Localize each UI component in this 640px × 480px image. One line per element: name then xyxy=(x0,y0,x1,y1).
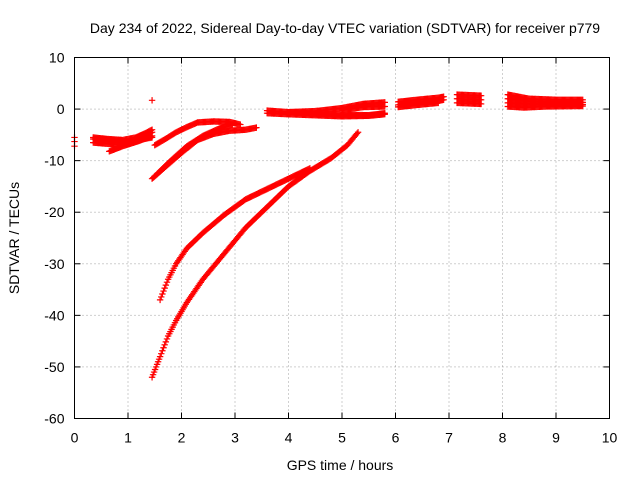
x-tick-label: 9 xyxy=(552,430,560,446)
data-point xyxy=(162,338,170,346)
data-point xyxy=(158,350,165,357)
data-series-segment xyxy=(106,132,156,155)
data-series-segment xyxy=(156,165,314,304)
x-tick-label: 1 xyxy=(124,430,132,446)
x-tick-label: 2 xyxy=(178,430,186,446)
data-point xyxy=(381,111,388,118)
data-series-segment xyxy=(338,103,388,114)
x-tick-label: 0 xyxy=(71,430,79,446)
y-tick-label: -60 xyxy=(44,411,64,427)
data-series-segment xyxy=(453,99,485,108)
y-tick-label: -40 xyxy=(44,307,64,323)
chart-title: Day 234 of 2022, Sidereal Day-to-day VTE… xyxy=(90,20,600,36)
data-points xyxy=(71,91,586,381)
data-point xyxy=(579,102,586,110)
data-series-segment xyxy=(394,99,442,111)
data-point xyxy=(159,347,166,354)
data-point xyxy=(148,97,156,104)
y-tick-label: 0 xyxy=(57,101,65,117)
y-tick-label: -10 xyxy=(44,153,64,169)
data-point xyxy=(435,99,442,107)
y-tick-label: -30 xyxy=(44,256,64,272)
data-point xyxy=(163,335,171,343)
data-point xyxy=(162,281,170,289)
data-series-segment xyxy=(148,129,362,381)
x-tick-label: 10 xyxy=(602,430,618,446)
y-tick-label: -20 xyxy=(44,204,64,220)
data-point xyxy=(354,129,362,136)
data-point xyxy=(156,296,164,304)
data-point xyxy=(163,279,171,286)
data-series-segment xyxy=(154,121,236,177)
y-axis-label: SDTVAR / TECUs xyxy=(6,182,22,294)
data-point xyxy=(161,284,168,292)
x-tick-label: 8 xyxy=(499,430,507,446)
data-point xyxy=(161,341,168,349)
data-point xyxy=(477,100,485,108)
x-tick-label: 3 xyxy=(231,430,239,446)
data-series-segment xyxy=(504,102,586,111)
data-point xyxy=(237,121,244,128)
data-series-segment xyxy=(151,118,244,149)
data-point xyxy=(159,290,166,298)
data-point xyxy=(148,132,156,140)
data-point xyxy=(156,353,164,360)
plot-frame xyxy=(74,57,610,419)
data-point xyxy=(253,124,260,131)
y-tick-label: 10 xyxy=(49,50,65,66)
x-tick-label: 4 xyxy=(285,430,293,446)
x-tick-label: 7 xyxy=(445,430,453,446)
y-tick-label: -50 xyxy=(44,359,64,375)
data-point xyxy=(160,344,167,351)
data-point xyxy=(229,121,236,128)
y-axis-ticks: 10 0 -10 -20 -30 -40 -50 -60 xyxy=(44,50,610,427)
x-axis-label: GPS time / hours xyxy=(287,457,394,473)
data-point xyxy=(160,287,167,295)
data-point xyxy=(158,293,165,301)
data-point xyxy=(381,103,388,110)
x-tick-label: 5 xyxy=(338,430,346,446)
data-series-segment xyxy=(148,97,156,104)
data-point xyxy=(440,96,447,103)
data-point xyxy=(353,130,361,137)
x-tick-label: 6 xyxy=(392,430,400,446)
